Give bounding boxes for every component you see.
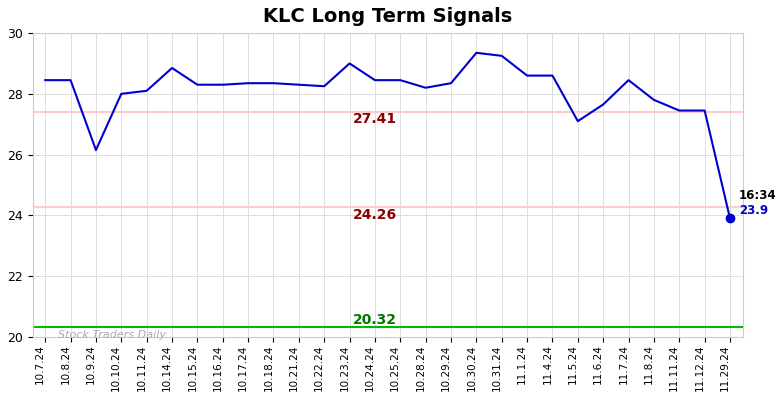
Text: 16:34: 16:34 [739,189,776,202]
Text: 23.9: 23.9 [739,204,768,217]
Text: Stock Traders Daily: Stock Traders Daily [58,330,166,339]
Text: 24.26: 24.26 [353,208,397,222]
Text: 20.32: 20.32 [353,313,397,327]
Title: KLC Long Term Signals: KLC Long Term Signals [263,7,512,26]
Text: 27.41: 27.41 [353,112,397,126]
